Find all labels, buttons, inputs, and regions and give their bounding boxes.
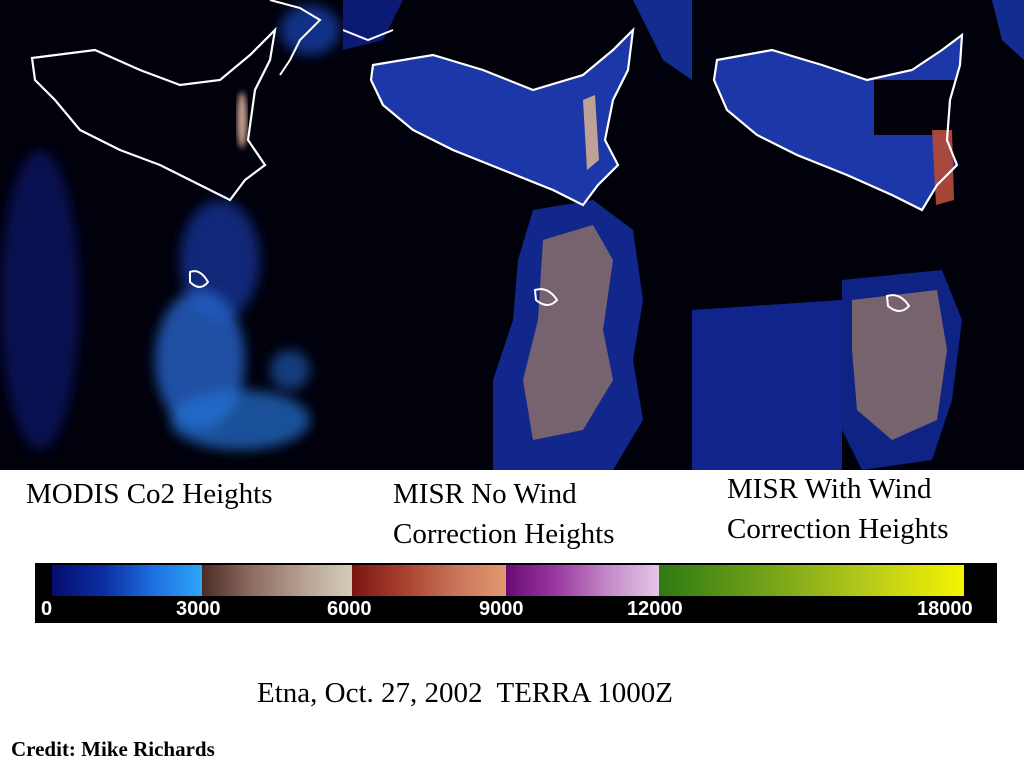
caption-line: MISR No Wind xyxy=(393,478,577,510)
malta-outline xyxy=(885,294,911,312)
misr-nowind-height-image xyxy=(343,0,692,470)
colorbar-tick: 6000 xyxy=(327,598,372,620)
sicily-outline xyxy=(369,26,635,207)
caption-line: MISR With Wind xyxy=(727,473,932,505)
colorbar-tick: 0 xyxy=(41,598,53,620)
figure-title: Etna, Oct. 27, 2002 TERRA 1000Z xyxy=(257,677,673,709)
credit-text: Credit: Mike Richards xyxy=(11,737,215,761)
caption-line: Correction Heights xyxy=(727,513,949,545)
height-colorbar: 0 3000 6000 9000 12000 18000 xyxy=(35,563,997,623)
colorbar-tick: 9000 xyxy=(479,598,524,620)
misr-nowind-image-svg xyxy=(343,0,692,470)
caption-modis: MODIS Co2 Heights xyxy=(26,478,273,510)
modis-image-svg xyxy=(0,0,343,470)
misr-wind-height-image xyxy=(692,0,1024,470)
sicily-outline xyxy=(30,26,277,202)
malta-outline xyxy=(189,270,210,288)
colorbar-tick: 18000 xyxy=(917,598,973,620)
satellite-panels xyxy=(0,0,1024,470)
caption-misr-wind: MISR With Wind Correction Heights xyxy=(727,469,948,549)
colorbar-segment-purple xyxy=(506,565,659,596)
caption-misr-nowind: MISR No Wind Correction Heights xyxy=(393,474,614,554)
caption-line: Correction Heights xyxy=(393,518,615,550)
colorbar-segment-green-yellow xyxy=(659,565,964,596)
sicily-outline xyxy=(712,32,964,212)
misr-wind-image-svg xyxy=(692,0,1024,470)
colorbar-tick: 3000 xyxy=(176,598,221,620)
colorbar-segment-red xyxy=(352,565,506,596)
malta-outline xyxy=(533,288,559,306)
colorbar-segment-blue xyxy=(52,565,202,596)
colorbar-segment-brown xyxy=(202,565,352,596)
modis-height-image xyxy=(0,0,343,470)
colorbar-tick: 12000 xyxy=(627,598,683,620)
